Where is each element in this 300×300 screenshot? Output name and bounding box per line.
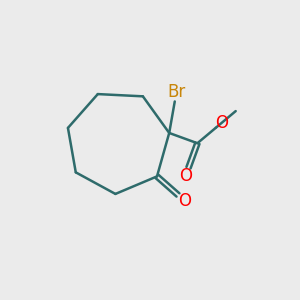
Text: O: O <box>215 114 228 132</box>
Text: Br: Br <box>167 82 186 100</box>
Text: O: O <box>178 192 191 210</box>
Text: O: O <box>179 167 192 185</box>
